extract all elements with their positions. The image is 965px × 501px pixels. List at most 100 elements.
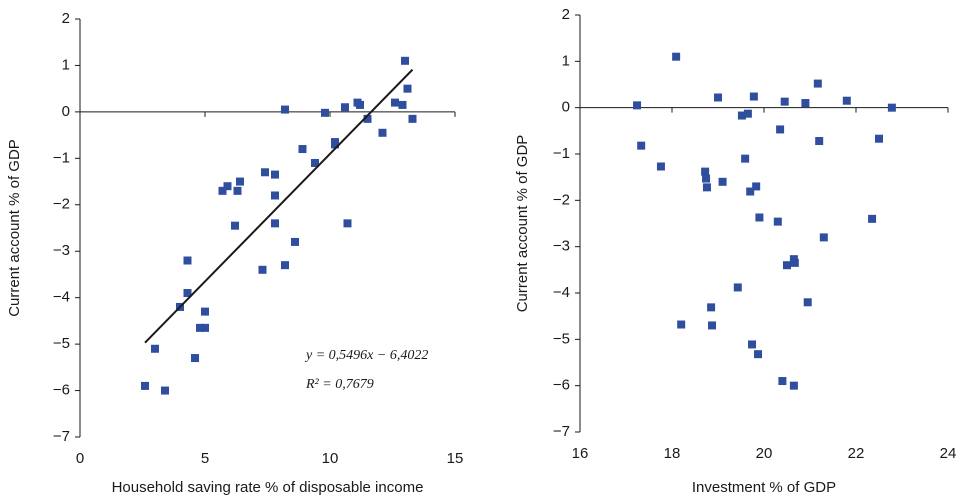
y-tick-label: 1 xyxy=(62,56,70,73)
point xyxy=(815,137,824,146)
x-tick-label: 10 xyxy=(322,450,339,467)
point xyxy=(718,177,727,186)
x-tick-label: 20 xyxy=(756,445,773,462)
point xyxy=(754,350,763,359)
y-tick-label: −7 xyxy=(53,428,70,445)
point xyxy=(271,191,279,200)
point xyxy=(343,219,352,228)
y-tick-label: −2 xyxy=(53,196,70,213)
y-tick-label: 2 xyxy=(62,10,70,27)
point xyxy=(672,52,681,61)
point xyxy=(258,265,267,274)
point xyxy=(363,114,372,123)
y-tick-label: 2 xyxy=(562,6,570,23)
point xyxy=(408,114,417,123)
y-tick-label: −6 xyxy=(53,382,70,399)
y-tick-label: 0 xyxy=(562,99,570,116)
point xyxy=(183,256,192,265)
y-tick-label: −3 xyxy=(553,238,570,255)
point xyxy=(702,174,711,183)
point xyxy=(842,96,851,105)
point xyxy=(778,377,787,386)
x-tick-label: 18 xyxy=(664,445,681,462)
point xyxy=(752,182,761,191)
point xyxy=(218,186,227,195)
point xyxy=(141,381,149,390)
point xyxy=(298,145,307,154)
point xyxy=(887,103,896,112)
annotation: R² = 0,7679 xyxy=(305,377,374,392)
point xyxy=(281,105,289,114)
point xyxy=(161,386,169,395)
y-tick-label: −6 xyxy=(553,377,570,394)
point xyxy=(749,92,758,101)
point xyxy=(403,84,412,93)
x-tick-label: 5 xyxy=(201,450,209,467)
point xyxy=(233,186,242,195)
point xyxy=(748,340,757,349)
y-tick-label: −4 xyxy=(53,289,70,306)
point xyxy=(780,97,789,106)
point xyxy=(291,237,299,246)
y-tick-label: −7 xyxy=(553,423,570,440)
point xyxy=(776,125,785,134)
point xyxy=(702,183,711,192)
point xyxy=(637,141,646,150)
point xyxy=(677,320,686,329)
point xyxy=(801,99,810,108)
point xyxy=(803,298,812,307)
point xyxy=(708,321,717,330)
point xyxy=(236,177,244,186)
point xyxy=(714,93,722,102)
point xyxy=(201,307,209,316)
x-tick-label: 0 xyxy=(76,450,84,467)
point xyxy=(633,101,642,110)
point xyxy=(261,168,269,177)
y-tick-label: −5 xyxy=(553,330,570,347)
point xyxy=(223,182,232,191)
point xyxy=(733,283,742,292)
point xyxy=(191,354,199,363)
point xyxy=(743,109,752,118)
x-axis-label: Investment % of GDP xyxy=(692,479,836,496)
point xyxy=(183,289,192,298)
point xyxy=(311,158,319,167)
x-tick-label: 16 xyxy=(572,445,589,462)
point xyxy=(201,323,209,332)
point xyxy=(271,219,279,228)
point xyxy=(737,111,746,120)
point xyxy=(701,167,710,176)
point xyxy=(391,98,399,107)
y-tick-label: −4 xyxy=(553,284,570,301)
point xyxy=(356,100,364,109)
y-axis-label: Current account % of GDP xyxy=(514,135,531,313)
point xyxy=(813,79,822,88)
y-tick-label: −5 xyxy=(53,335,70,352)
point xyxy=(341,103,349,112)
point xyxy=(151,344,159,353)
point xyxy=(321,108,329,117)
point xyxy=(741,154,750,163)
y-axis-label: Current account % of GDP xyxy=(6,139,23,317)
x-axis-label: Household saving rate % of disposable in… xyxy=(112,479,424,496)
point xyxy=(331,138,339,147)
y-tick-label: −2 xyxy=(553,191,570,208)
point xyxy=(401,56,409,65)
y-tick-label: −1 xyxy=(553,145,570,162)
x-tick-label: 22 xyxy=(848,445,865,462)
point xyxy=(656,162,665,171)
x-tick-label: 24 xyxy=(940,445,957,462)
point xyxy=(790,258,799,267)
point xyxy=(196,323,204,332)
point xyxy=(707,303,716,312)
point xyxy=(231,221,239,230)
point xyxy=(746,187,755,196)
point xyxy=(783,261,791,270)
point xyxy=(868,214,877,223)
point xyxy=(789,381,798,390)
y-tick-label: −1 xyxy=(53,149,70,166)
point xyxy=(378,128,387,137)
point xyxy=(819,233,828,242)
point xyxy=(281,261,289,270)
